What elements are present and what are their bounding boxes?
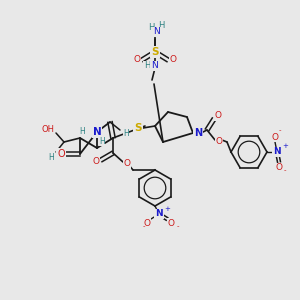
Text: O: O <box>124 160 130 169</box>
Text: -: - <box>177 223 179 229</box>
Text: O: O <box>134 56 140 64</box>
Text: H: H <box>123 130 129 139</box>
Text: N: N <box>151 61 158 70</box>
Text: O: O <box>214 112 221 121</box>
Text: O: O <box>272 133 278 142</box>
Text: -: - <box>284 167 286 173</box>
Text: N: N <box>93 127 101 137</box>
Text: O: O <box>57 149 65 159</box>
Text: N: N <box>154 28 160 37</box>
Text: O: O <box>169 56 176 64</box>
Text: O: O <box>275 164 283 172</box>
Text: O: O <box>215 137 223 146</box>
Text: H: H <box>79 128 85 136</box>
Text: N: N <box>194 128 202 138</box>
Text: -: - <box>279 127 281 133</box>
Text: O: O <box>92 158 100 166</box>
Text: -: - <box>143 223 146 229</box>
Text: H: H <box>158 20 164 29</box>
Text: +: + <box>282 143 288 149</box>
Text: O: O <box>167 218 175 227</box>
Text: N: N <box>273 148 281 157</box>
Text: S: S <box>151 47 159 57</box>
Text: H: H <box>48 152 54 161</box>
Text: O: O <box>143 218 151 227</box>
Text: S: S <box>134 123 142 133</box>
Text: H: H <box>99 136 105 146</box>
Text: +: + <box>164 206 170 212</box>
Text: N: N <box>155 209 163 218</box>
Text: OH: OH <box>41 125 55 134</box>
Text: H: H <box>148 23 154 32</box>
Text: H: H <box>144 61 150 70</box>
